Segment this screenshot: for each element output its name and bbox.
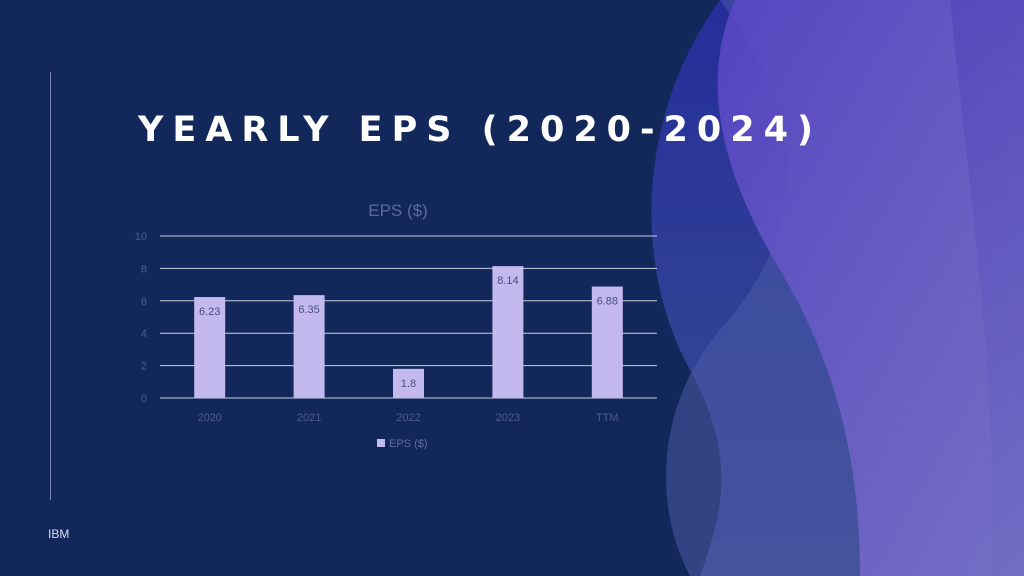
wave-right bbox=[950, 0, 1024, 576]
data-label: 1.8 bbox=[401, 378, 416, 390]
x-tick-label: 2021 bbox=[297, 412, 321, 424]
bar-series: 6.23 6.35 1.8 8.14 6.88 bbox=[194, 266, 623, 398]
wave-front bbox=[717, 0, 1024, 576]
bar bbox=[393, 368, 424, 398]
bar bbox=[492, 266, 524, 398]
bar bbox=[293, 295, 325, 398]
vertical-divider bbox=[50, 72, 51, 500]
x-axis: 2020 2021 2022 2023 TTM bbox=[197, 412, 618, 424]
slide-title: YEARLY EPS (2020-2024) bbox=[138, 110, 822, 150]
x-tick-label: TTM bbox=[596, 412, 619, 424]
data-label: 6.88 bbox=[597, 296, 618, 308]
bar bbox=[591, 286, 623, 398]
chart-title: EPS ($) bbox=[368, 201, 428, 220]
legend: EPS ($) bbox=[377, 438, 428, 450]
x-tick-label: 2022 bbox=[396, 412, 420, 424]
x-tick-label: 2023 bbox=[496, 412, 520, 424]
y-axis: 0 2 4 6 8 10 bbox=[135, 231, 147, 405]
y-tick-label: 8 bbox=[141, 263, 147, 275]
bar bbox=[194, 297, 226, 398]
y-tick-label: 4 bbox=[141, 328, 147, 340]
legend-label: EPS ($) bbox=[389, 438, 428, 450]
legend-swatch bbox=[377, 439, 385, 447]
footer-company: IBM bbox=[48, 527, 70, 541]
chart-grid bbox=[160, 235, 657, 399]
y-tick-label: 2 bbox=[141, 361, 147, 373]
y-tick-label: 0 bbox=[141, 393, 147, 405]
y-tick-label: 6 bbox=[141, 296, 147, 308]
data-label: 6.23 bbox=[199, 306, 220, 318]
data-label: 8.14 bbox=[497, 275, 518, 287]
data-label: 6.35 bbox=[298, 304, 319, 316]
y-tick-label: 10 bbox=[135, 231, 147, 243]
x-tick-label: 2020 bbox=[197, 412, 221, 424]
